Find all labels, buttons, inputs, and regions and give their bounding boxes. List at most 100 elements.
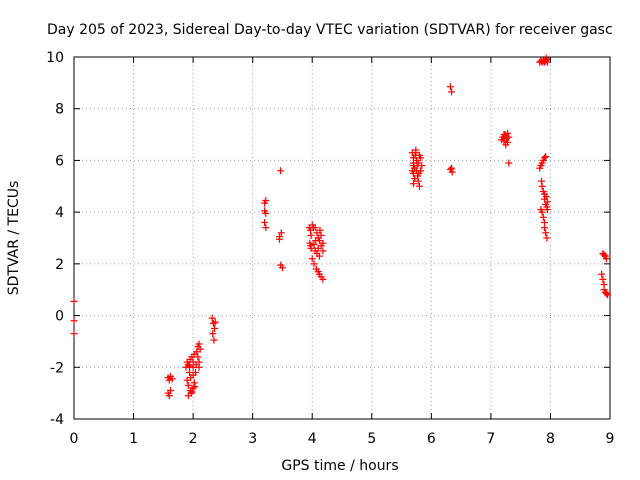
data-point (183, 376, 191, 384)
data-point (409, 180, 417, 188)
x-tick-label: 0 (70, 431, 79, 447)
data-point (542, 193, 550, 201)
y-tick-label: 10 (46, 50, 64, 66)
data-point (448, 88, 456, 96)
y-axis-label: SDTVAR / TECUs (6, 181, 22, 296)
data-point (209, 330, 217, 338)
data-point (186, 362, 194, 370)
data-point (307, 231, 315, 239)
data-point (505, 133, 513, 141)
data-point (540, 224, 548, 232)
data-point (500, 131, 508, 139)
data-point (262, 197, 270, 205)
data-point (310, 260, 318, 268)
data-point (278, 264, 286, 272)
data-point (415, 169, 423, 177)
data-point (70, 330, 78, 338)
data-point (317, 231, 325, 239)
data-point (540, 154, 548, 162)
data-point (208, 314, 216, 322)
data-point (412, 146, 420, 154)
data-point (195, 340, 203, 348)
data-point (210, 336, 218, 344)
x-tick-label: 8 (546, 431, 555, 447)
data-point (195, 363, 203, 371)
x-tick-label: 2 (189, 431, 198, 447)
x-tick-label: 5 (367, 431, 376, 447)
data-point (446, 83, 454, 91)
data-point (542, 153, 550, 161)
x-tick-label: 4 (308, 431, 317, 447)
data-point (187, 374, 195, 382)
y-tick-label: 4 (55, 205, 64, 221)
data-point (168, 375, 176, 383)
data-point (275, 235, 283, 243)
data-point (193, 348, 201, 356)
data-point (316, 226, 324, 234)
data-point (262, 209, 270, 217)
data-point (191, 383, 199, 391)
data-point (543, 198, 551, 206)
data-point (448, 164, 456, 172)
data-point (194, 353, 202, 361)
x-tick-label: 6 (427, 431, 436, 447)
x-tick-label: 1 (129, 431, 138, 447)
data-points (70, 54, 612, 400)
axis-ticks (73, 56, 611, 420)
data-point (319, 239, 327, 247)
data-point (310, 240, 318, 248)
data-point (502, 141, 510, 149)
data-point (211, 318, 219, 326)
data-point (315, 252, 323, 260)
data-point (504, 129, 512, 137)
data-point (209, 319, 217, 327)
data-point (542, 229, 550, 237)
data-point (70, 317, 78, 325)
data-point (319, 247, 327, 255)
data-point (196, 345, 204, 353)
data-point (70, 297, 78, 305)
data-point (598, 270, 606, 278)
data-point (165, 392, 173, 400)
data-point (311, 224, 319, 232)
data-point (191, 368, 199, 376)
y-tick-label: 8 (55, 102, 64, 118)
data-point (602, 290, 610, 298)
data-point (306, 242, 314, 250)
data-point (600, 251, 608, 259)
data-point (415, 182, 423, 190)
data-point (312, 237, 320, 245)
x-axis-label: GPS time / hours (281, 458, 398, 474)
data-point (537, 206, 545, 214)
data-point (319, 275, 327, 283)
y-tick-label: 0 (55, 309, 64, 325)
data-point (184, 392, 192, 400)
data-point (538, 182, 546, 190)
data-point (414, 159, 422, 167)
data-point (417, 154, 425, 162)
data-point (542, 54, 550, 62)
data-point (188, 388, 196, 396)
data-point (414, 177, 422, 185)
data-point (277, 167, 285, 175)
chart-title: Day 205 of 2023, Sidereal Day-to-day VTE… (47, 22, 613, 38)
data-point (599, 275, 607, 283)
data-point (165, 376, 173, 384)
y-tick-label: -4 (50, 412, 64, 428)
data-point (308, 255, 316, 263)
data-point (543, 234, 551, 242)
y-tick-label: -2 (50, 360, 64, 376)
x-tick-label: 9 (606, 431, 615, 447)
data-point (505, 159, 513, 167)
x-tick-label: 3 (248, 431, 257, 447)
data-point (543, 206, 551, 214)
data-point (543, 58, 551, 66)
data-point (604, 291, 612, 299)
data-point (211, 325, 219, 332)
data-point (261, 218, 269, 226)
data-point (184, 361, 192, 369)
plot-frame (73, 56, 611, 420)
data-point (186, 368, 194, 376)
data-point (314, 244, 322, 252)
